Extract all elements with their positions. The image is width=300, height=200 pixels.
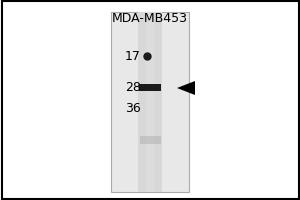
Polygon shape	[177, 81, 195, 95]
Bar	[140, 136, 160, 144]
Text: MDA-MB453: MDA-MB453	[112, 12, 188, 25]
Bar	[138, 12, 162, 192]
Bar	[146, 12, 154, 192]
Bar	[139, 84, 161, 91]
Bar	[111, 12, 189, 192]
Text: 17: 17	[125, 49, 141, 62]
Text: 28: 28	[125, 81, 141, 94]
Text: 36: 36	[125, 102, 141, 114]
